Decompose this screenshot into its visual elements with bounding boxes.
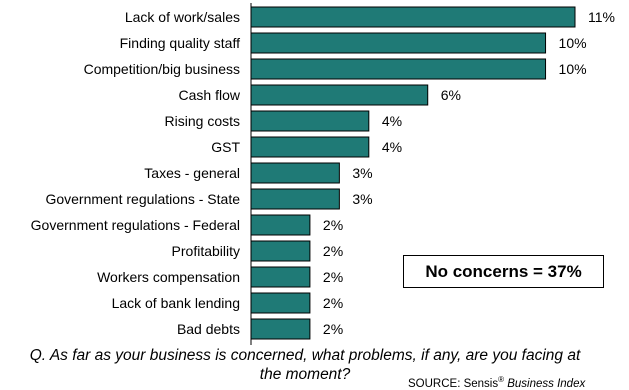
category-label: Workers compensation — [97, 269, 240, 285]
bar — [250, 292, 311, 314]
category-label: Rising costs — [165, 113, 240, 129]
category-label: Lack of bank lending — [112, 295, 240, 311]
no-concerns-callout: No concerns = 37% — [403, 255, 604, 288]
value-label: 3% — [352, 191, 372, 207]
source-title: Business Index — [507, 377, 586, 390]
category-label: Lack of work/sales — [125, 9, 240, 25]
category-label: Profitability — [172, 243, 240, 259]
bar — [250, 240, 311, 262]
category-label: Competition/big business — [84, 61, 240, 77]
bar — [250, 318, 311, 340]
value-label: 4% — [382, 113, 402, 129]
value-label: 10% — [559, 61, 587, 77]
value-label: 2% — [323, 321, 343, 337]
bar — [250, 162, 340, 184]
bar — [250, 84, 429, 106]
registered-mark: ® — [498, 375, 505, 384]
bar — [250, 188, 340, 210]
category-label: GST — [211, 139, 240, 155]
source-prefix: SOURCE: Sensis — [408, 377, 499, 390]
value-label: 2% — [323, 295, 343, 311]
category-label: Government regulations - State — [45, 191, 240, 207]
bar-chart: Lack of work/sales 11% Finding quality sta… — [31, 3, 615, 345]
category-label: Finding quality staff — [120, 35, 240, 51]
bar — [250, 136, 370, 158]
bar — [250, 266, 311, 288]
bar — [250, 58, 547, 80]
category-label: Cash flow — [179, 87, 241, 103]
bar — [250, 214, 311, 236]
source-note: SOURCE: Sensis® Business Index — [408, 375, 585, 390]
value-label: 11% — [588, 9, 615, 25]
value-label: 6% — [441, 87, 461, 103]
value-label: 3% — [352, 165, 372, 181]
category-label: Government regulations - Federal — [31, 217, 240, 233]
category-label: Taxes - general — [144, 165, 240, 181]
value-label: 2% — [323, 217, 343, 233]
bar — [250, 32, 547, 54]
value-label: 2% — [323, 243, 343, 259]
value-label: 10% — [559, 35, 587, 51]
bar — [250, 110, 370, 132]
survey-question: Q. As far as your business is concerned,… — [29, 347, 581, 383]
category-label: Bad debts — [177, 321, 240, 337]
value-label: 2% — [323, 269, 343, 285]
bar — [250, 6, 576, 28]
value-label: 4% — [382, 139, 402, 155]
